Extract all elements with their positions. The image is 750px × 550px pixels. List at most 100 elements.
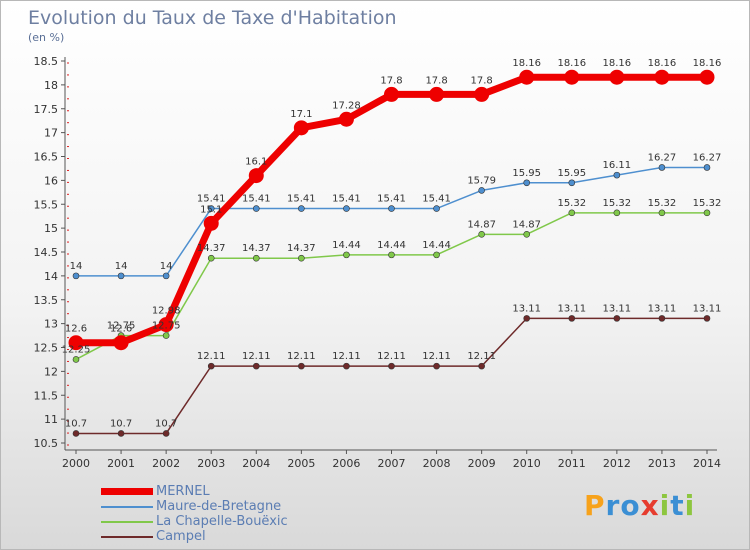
data-point-campel [72, 430, 80, 437]
data-label-mernel: 18.16 [557, 58, 586, 69]
legend-label: MERNEL [156, 484, 210, 499]
chart-title: Evolution du Taux de Taxe d'Habitation [28, 7, 397, 29]
data-label-mernel: 12.6 [110, 324, 132, 335]
data-label-campel: 10.7 [65, 418, 87, 429]
data-point-maure-de-bretagne [343, 205, 350, 212]
data-point-maure-de-bretagne [433, 205, 440, 212]
x-tick-label: 2000 [62, 457, 90, 470]
data-label-mernel: 18.16 [648, 58, 677, 69]
data-point-mernel [203, 215, 219, 231]
data-label-campel: 12.11 [197, 351, 226, 362]
data-point-mernel [474, 86, 490, 102]
data-label-la-chapelle-bou-xic: 15.32 [648, 198, 677, 209]
data-label-maure-de-bretagne: 15.41 [242, 194, 271, 205]
data-label-maure-de-bretagne: 15.41 [422, 194, 451, 205]
chart-unit: (en %) [28, 31, 65, 44]
data-label-la-chapelle-bou-xic: 14.44 [422, 240, 451, 251]
data-label-la-chapelle-bou-xic: 12.25 [62, 344, 91, 355]
x-tick-label: 2011 [558, 457, 586, 470]
data-label-mernel: 18.16 [693, 58, 722, 69]
data-label-maure-de-bretagne: 16.27 [693, 152, 722, 163]
x-tick-label: 2010 [513, 457, 541, 470]
data-point-campel [207, 362, 215, 370]
data-label-la-chapelle-bou-xic: 12.75 [152, 321, 181, 332]
data-label-campel: 12.11 [377, 351, 406, 362]
data-point-campel [523, 315, 531, 322]
data-label-maure-de-bretagne: 15.41 [332, 194, 361, 205]
data-label-mernel: 15.1 [200, 204, 222, 215]
data-point-mernel [384, 86, 399, 102]
data-point-mernel [113, 335, 129, 351]
series-line-maure-de-bretagne [76, 166, 707, 277]
x-tick-label: 2009 [468, 457, 496, 470]
data-label-maure-de-bretagne: 16.27 [648, 152, 677, 163]
data-point-la-chapelle-bou-xic [658, 209, 666, 217]
data-label-campel: 13.11 [648, 303, 677, 314]
data-label-campel: 10.7 [110, 418, 132, 429]
data-point-mernel [699, 69, 715, 85]
data-point-la-chapelle-bou-xic [298, 254, 305, 262]
data-label-mernel: 17.8 [425, 75, 447, 86]
data-point-campel [117, 430, 125, 437]
data-point-maure-de-bretagne [162, 272, 170, 280]
logo-letter: i [659, 489, 671, 522]
x-tick-label: 2005 [287, 457, 315, 470]
x-tick-label: 2007 [378, 457, 406, 470]
y-tick-label: 16.5 [34, 151, 59, 164]
data-point-maure-de-bretagne [72, 272, 80, 280]
data-point-campel [568, 315, 576, 322]
data-label-la-chapelle-bou-xic: 15.32 [693, 198, 722, 209]
data-label-campel: 13.11 [693, 303, 722, 314]
y-tick-label: 14.5 [34, 246, 59, 259]
data-label-la-chapelle-bou-xic: 14.44 [377, 240, 406, 251]
x-tick-label: 2014 [693, 457, 721, 470]
data-point-maure-de-bretagne [703, 164, 711, 171]
data-point-la-chapelle-bou-xic [433, 251, 440, 259]
y-tick-label: 12 [44, 365, 58, 378]
data-label-maure-de-bretagne: 15.95 [557, 168, 586, 179]
data-point-campel [433, 362, 440, 370]
data-label-campel: 12.11 [287, 351, 316, 362]
data-label-campel: 12.11 [422, 351, 451, 362]
data-point-mernel [158, 317, 174, 333]
data-point-la-chapelle-bou-xic [478, 231, 485, 238]
data-label-la-chapelle-bou-xic: 14.37 [242, 243, 271, 254]
data-label-campel: 13.11 [512, 303, 541, 314]
y-tick-label: 16 [44, 174, 58, 187]
data-point-campel [343, 362, 350, 370]
series-line-campel [76, 317, 707, 435]
data-point-maure-de-bretagne [568, 179, 576, 187]
logo-letter: t [670, 489, 685, 522]
data-point-la-chapelle-bou-xic [252, 254, 260, 262]
legend-swatch [101, 536, 153, 538]
data-point-campel [162, 430, 170, 437]
data-point-campel [613, 315, 621, 322]
data-point-mernel [654, 69, 670, 85]
legend-swatch [101, 506, 153, 508]
data-label-mernel: 17.28 [332, 100, 361, 111]
data-label-la-chapelle-bou-xic: 15.32 [603, 198, 632, 209]
y-tick-label: 17 [44, 127, 58, 140]
data-label-maure-de-bretagne: 14 [115, 261, 128, 272]
y-tick-label: 11.5 [34, 389, 59, 402]
x-tick-label: 2008 [423, 457, 451, 470]
data-point-campel [658, 315, 666, 322]
data-point-mernel [609, 69, 625, 85]
data-point-la-chapelle-bou-xic [613, 209, 621, 217]
data-label-mernel: 17.8 [471, 75, 493, 86]
data-label-maure-de-bretagne: 15.41 [287, 194, 316, 205]
data-label-maure-de-bretagne: 14 [70, 261, 83, 272]
data-label-mernel: 18.16 [603, 58, 632, 69]
data-label-campel: 13.11 [557, 303, 586, 314]
x-tick-label: 2004 [242, 457, 270, 470]
data-point-campel [388, 362, 395, 370]
logo-letter: x [640, 489, 660, 522]
data-point-maure-de-bretagne [523, 179, 531, 187]
data-point-mernel [248, 168, 264, 184]
logo-letter: r [605, 489, 621, 522]
data-label-campel: 13.11 [603, 303, 632, 314]
data-point-la-chapelle-bou-xic [523, 231, 531, 238]
data-label-mernel: 17.8 [380, 75, 402, 86]
data-point-maure-de-bretagne [298, 205, 305, 212]
